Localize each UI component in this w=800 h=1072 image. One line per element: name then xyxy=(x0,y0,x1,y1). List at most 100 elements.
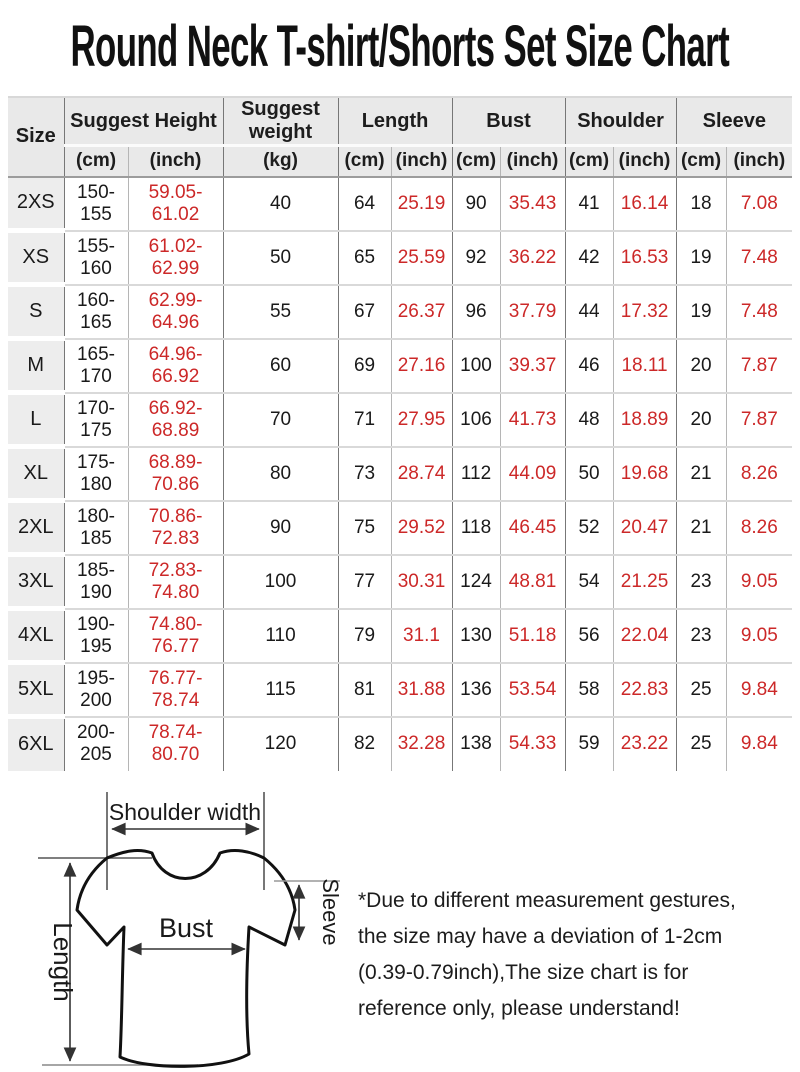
size-cell: 6XL xyxy=(8,714,64,771)
value-cell: 68.89-70.86 xyxy=(127,445,224,501)
value-cell: 23 xyxy=(675,607,727,663)
size-table-header: Size Suggest Height Suggest weight Lengt… xyxy=(8,96,793,178)
value-cell: 50 xyxy=(222,229,339,285)
header-length: Length xyxy=(337,96,453,147)
unit-weight-kg: (kg) xyxy=(222,145,339,178)
value-cell: 75 xyxy=(337,499,392,555)
table-row: 3XL 185-190 72.83-74.80 100 77 30.31 124 48.81 5… xyxy=(8,552,793,609)
value-cell: 18.11 xyxy=(612,337,677,393)
header-bust: Bust xyxy=(451,96,566,147)
value-cell: 130 xyxy=(451,607,501,663)
value-cell: 9.05 xyxy=(725,553,793,609)
bust-label: Bust xyxy=(159,913,214,943)
value-cell: 26.37 xyxy=(390,283,453,339)
value-cell: 20 xyxy=(675,337,727,393)
size-cell: 4XL xyxy=(8,606,64,663)
value-cell: 64.96-66.92 xyxy=(127,337,224,393)
table-row: XL 175-180 68.89-70.86 80 73 28.74 112 44.09 50 1… xyxy=(8,444,793,501)
unit-height-inch: (inch) xyxy=(127,145,224,178)
value-cell: 70 xyxy=(222,391,339,447)
value-cell: 79 xyxy=(337,607,392,663)
value-cell: 185-190 xyxy=(63,553,128,609)
value-cell: 8.26 xyxy=(725,445,793,501)
value-cell: 52 xyxy=(564,499,614,555)
value-cell: 190-195 xyxy=(63,607,128,663)
header-suggest-weight: Suggest weight xyxy=(222,96,339,147)
value-cell: 124 xyxy=(451,553,501,609)
value-cell: 30.31 xyxy=(390,553,453,609)
value-cell: 138 xyxy=(451,715,501,771)
value-cell: 20.47 xyxy=(612,499,677,555)
value-cell: 160-165 xyxy=(63,283,128,339)
value-cell: 18 xyxy=(675,176,727,231)
table-row: XS 155-160 61.02-62.99 50 65 25.59 92 36.22 42 16… xyxy=(8,228,793,285)
value-cell: 7.08 xyxy=(725,176,793,231)
value-cell: 9.84 xyxy=(725,715,793,771)
value-cell: 76.77-78.74 xyxy=(127,661,224,717)
value-cell: 41.73 xyxy=(499,391,566,447)
value-cell: 195-200 xyxy=(63,661,128,717)
value-cell: 46.45 xyxy=(499,499,566,555)
value-cell: 7.48 xyxy=(725,283,793,339)
value-cell: 66.92-68.89 xyxy=(127,391,224,447)
value-cell: 67 xyxy=(337,283,392,339)
value-cell: 96 xyxy=(451,283,501,339)
value-cell: 25 xyxy=(675,661,727,717)
value-cell: 39.37 xyxy=(499,337,566,393)
measurement-note: *Due to different measurement gestures, … xyxy=(358,888,736,1020)
value-cell: 100 xyxy=(451,337,501,393)
header-shoulder: Shoulder xyxy=(564,96,677,147)
value-cell: 25.19 xyxy=(390,176,453,231)
value-cell: 27.16 xyxy=(390,337,453,393)
size-table-body: 2XS 150-155 59.05-61.02 40 64 25.19 90 35.43 41 1… xyxy=(8,176,793,771)
value-cell: 55 xyxy=(222,283,339,339)
value-cell: 112 xyxy=(451,445,501,501)
value-cell: 180-185 xyxy=(63,499,128,555)
size-cell: M xyxy=(8,336,64,393)
value-cell: 81 xyxy=(337,661,392,717)
measurement-diagram-section: Shoulder width Length Bust Sleeve *Due t… xyxy=(0,787,800,1072)
table-row: 2XL 180-185 70.86-72.83 90 75 29.52 118 46.45 52… xyxy=(8,498,793,555)
size-cell: XS xyxy=(8,228,64,285)
size-cell: XL xyxy=(8,444,64,501)
value-cell: 78.74-80.70 xyxy=(127,715,224,771)
value-cell: 31.88 xyxy=(390,661,453,717)
header-size: Size xyxy=(8,96,64,178)
value-cell: 60 xyxy=(222,337,339,393)
value-cell: 29.52 xyxy=(390,499,453,555)
value-cell: 136 xyxy=(451,661,501,717)
value-cell: 50 xyxy=(564,445,614,501)
length-label: Length xyxy=(48,922,78,1002)
value-cell: 17.32 xyxy=(612,283,677,339)
table-row: L 170-175 66.92-68.89 70 71 27.95 106 41.73 48 18… xyxy=(8,390,793,447)
value-cell: 92 xyxy=(451,229,501,285)
value-cell: 9.84 xyxy=(725,661,793,717)
value-cell: 41 xyxy=(564,176,614,231)
value-cell: 20 xyxy=(675,391,727,447)
value-cell: 25.59 xyxy=(390,229,453,285)
value-cell: 110 xyxy=(222,607,339,663)
sleeve-label: Sleeve xyxy=(318,878,343,945)
value-cell: 150-155 xyxy=(63,176,128,231)
value-cell: 16.53 xyxy=(612,229,677,285)
value-cell: 25 xyxy=(675,715,727,771)
value-cell: 90 xyxy=(451,176,501,231)
value-cell: 48.81 xyxy=(499,553,566,609)
value-cell: 170-175 xyxy=(63,391,128,447)
value-cell: 115 xyxy=(222,661,339,717)
table-row: S 160-165 62.99-64.96 55 67 26.37 96 37.79 44 17.… xyxy=(8,282,793,339)
value-cell: 8.26 xyxy=(725,499,793,555)
header-suggest-height: Suggest Height xyxy=(63,96,224,147)
value-cell: 44.09 xyxy=(499,445,566,501)
value-cell: 37.79 xyxy=(499,283,566,339)
value-cell: 19 xyxy=(675,229,727,285)
header-sleeve: Sleeve xyxy=(675,96,793,147)
value-cell: 48 xyxy=(564,391,614,447)
value-cell: 73 xyxy=(337,445,392,501)
header-unit-row: (cm) (inch) (kg) (cm) (inch) (cm) (inch)… xyxy=(8,145,793,178)
header-group-row: Size Suggest Height Suggest weight Lengt… xyxy=(8,96,793,178)
value-cell: 70.86-72.83 xyxy=(127,499,224,555)
size-cell: 2XL xyxy=(8,498,64,555)
tshirt-outline xyxy=(75,848,297,1068)
value-cell: 46 xyxy=(564,337,614,393)
